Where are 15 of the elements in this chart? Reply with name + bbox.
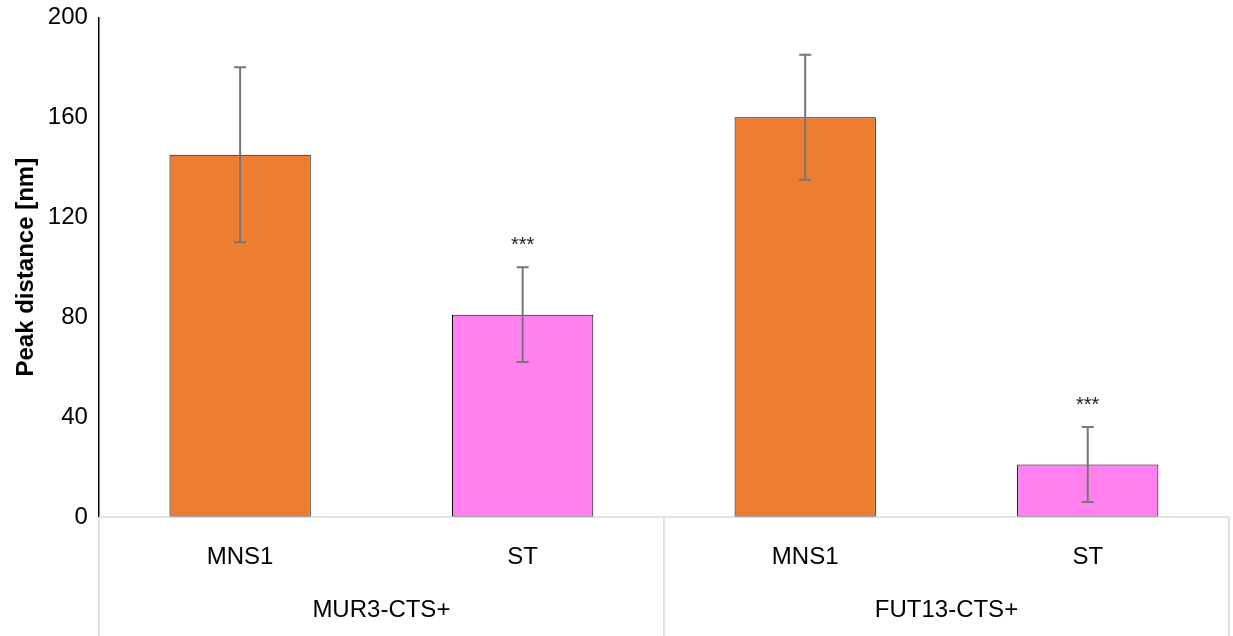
- x-tick-label: ST: [507, 542, 539, 570]
- x-tick-label: ST: [1072, 542, 1104, 570]
- x-tick-label: MNS1: [771, 542, 839, 570]
- text: MUR3-CTS+: [312, 594, 451, 622]
- y-tick-label: 40: [61, 401, 88, 429]
- y-tick-label: 0: [74, 501, 88, 529]
- y-axis-title: Peak distance [nm]: [11, 157, 39, 377]
- x-tick-label: MNS1: [206, 542, 274, 570]
- y-tick-label: 200: [47, 2, 88, 30]
- data-label: ***: [1076, 392, 1100, 415]
- text: FUT13-CTS+: [874, 594, 1019, 622]
- y-tick-label: 160: [47, 101, 88, 129]
- data-label: ***: [510, 232, 535, 255]
- y-tick-label: 120: [47, 201, 88, 229]
- y-tick-label: 80: [61, 301, 88, 329]
